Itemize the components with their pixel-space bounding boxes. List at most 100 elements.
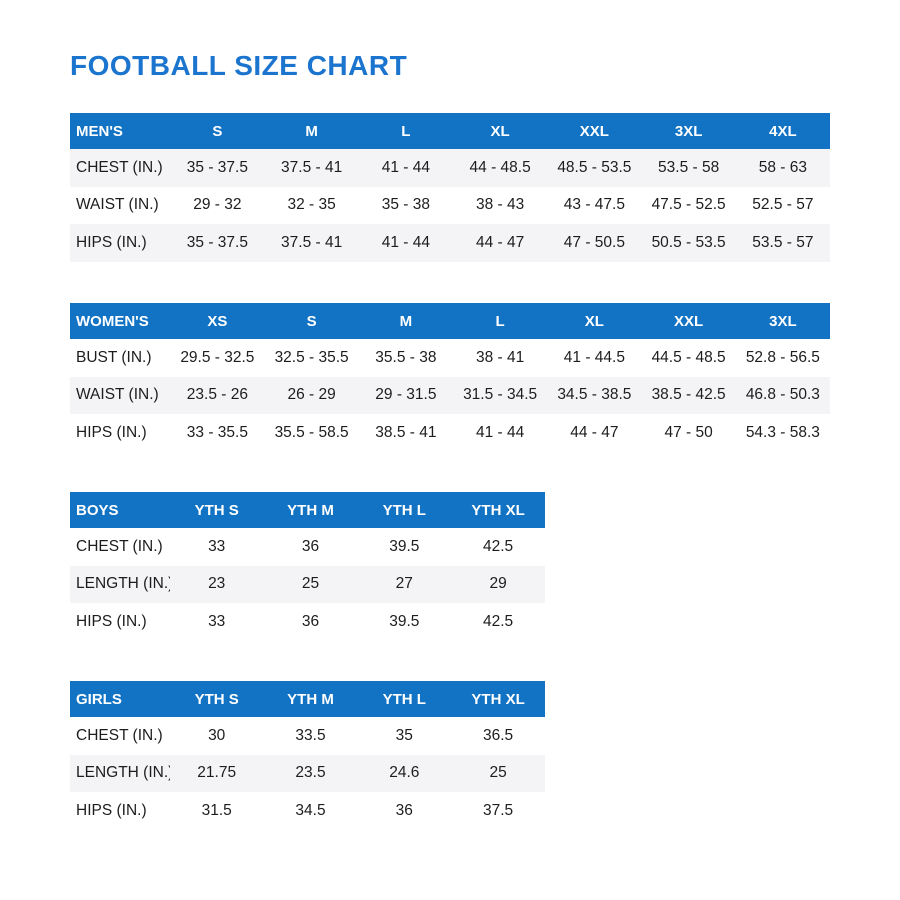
value-cell: 33 - 35.5 <box>186 423 248 441</box>
value-cell: 36.5 <box>483 726 514 744</box>
value-cell: 29 - 32 <box>193 196 242 214</box>
row-label-cell: LENGTH (IN.) <box>76 764 170 782</box>
table-row: HIPS (IN.) 31.5 34.5 36 37.5 <box>70 792 545 830</box>
row-label-cell: HIPS (IN.) <box>76 612 147 630</box>
table-row: BUST (IN.) 29.5 - 32.5 32.5 - 35.5 35.5 - 3… <box>70 339 830 377</box>
value-cell: 36 <box>301 612 320 630</box>
size-header-cell: 4XL <box>769 122 797 140</box>
value-cell: 35 - 37.5 <box>186 233 248 251</box>
value-cell: 47.5 - 52.5 <box>651 196 726 214</box>
value-cell: 32.5 - 35.5 <box>274 348 349 366</box>
value-cell: 41 - 44 <box>381 233 430 251</box>
value-cell: 37.5 <box>483 801 514 819</box>
value-cell: 23.5 <box>295 764 326 782</box>
value-cell: 54.3 - 58.3 <box>745 423 820 441</box>
value-cell: 34.5 <box>295 801 326 819</box>
table-title-cell: GIRLS <box>76 690 122 708</box>
size-header-cell: L <box>401 122 411 140</box>
value-cell: 32 - 35 <box>287 196 336 214</box>
row-label-cell: HIPS (IN.) <box>76 233 147 251</box>
value-cell: 38.5 - 42.5 <box>651 386 726 404</box>
value-cell: 38 - 43 <box>475 196 525 214</box>
table-row: CHEST (IN.) 33 36 39.5 42.5 <box>70 528 545 566</box>
row-label-cell: HIPS (IN.) <box>76 423 147 441</box>
value-cell: 35 - 37.5 <box>186 158 248 176</box>
value-cell: 43 - 47.5 <box>563 196 625 214</box>
value-cell: 58 - 63 <box>758 158 807 176</box>
value-cell: 47 - 50 <box>664 423 713 441</box>
value-cell: 37.5 - 41 <box>281 158 343 176</box>
size-header-cell: XXL <box>579 122 609 140</box>
value-cell: 42.5 <box>483 537 514 555</box>
size-header-cell: XXL <box>674 312 704 330</box>
row-label-cell: WAIST (IN.) <box>76 196 159 214</box>
size-header-cell: YTH S <box>194 501 239 519</box>
value-cell: 38.5 - 41 <box>375 423 437 441</box>
value-cell: 31.5 - 34.5 <box>463 386 538 404</box>
value-cell: 35 <box>395 726 413 744</box>
value-cell: 41 - 44 <box>475 423 525 441</box>
value-cell: 25 <box>301 575 320 593</box>
value-cell: 21.75 <box>197 764 237 782</box>
row-label-cell: WAIST (IN.) <box>76 386 159 404</box>
page-title: FOOTBALL SIZE CHART <box>70 50 408 81</box>
size-header-cell: YTH M <box>287 501 334 519</box>
value-cell: 23.5 - 26 <box>186 386 248 404</box>
value-cell: 47 - 50.5 <box>563 233 625 251</box>
value-cell: 38 - 41 <box>475 348 525 366</box>
table-title-cell: WOMEN'S <box>76 312 149 330</box>
size-table-girls: GIRLS YTH S YTH M YTH L YTH XL CHEST (IN.) 30 3… <box>70 681 545 830</box>
value-cell: 44 - 47 <box>475 233 525 251</box>
row-label-cell: CHEST (IN.) <box>76 537 163 555</box>
size-header-cell: 3XL <box>769 312 797 330</box>
table-row: LENGTH (IN.) 21.75 23.5 24.6 25 <box>70 754 545 792</box>
table-title-cell: BOYS <box>76 501 119 519</box>
value-cell: 31.5 <box>201 801 232 819</box>
value-cell: 30 <box>208 726 226 744</box>
row-label-cell: BUST (IN.) <box>76 348 152 366</box>
value-cell: 29 <box>489 575 507 593</box>
size-header-cell: YTH L <box>382 501 426 519</box>
value-cell: 37.5 - 41 <box>281 233 343 251</box>
value-cell: 44 - 48.5 <box>469 158 531 176</box>
table-header-row: WOMEN'S XS S M L XL XXL 3XL <box>70 303 830 339</box>
value-cell: 50.5 - 53.5 <box>651 233 726 251</box>
table-header-row: GIRLS YTH S YTH M YTH L YTH XL <box>70 681 545 717</box>
size-header-cell: L <box>495 312 505 330</box>
table-row: LENGTH (IN.) 23 25 27 29 <box>70 565 545 603</box>
value-cell: 39.5 <box>389 612 420 630</box>
value-cell: 48.5 - 53.5 <box>557 158 632 176</box>
size-header-cell: XS <box>207 312 228 330</box>
value-cell: 52.8 - 56.5 <box>745 348 820 366</box>
size-header-cell: S <box>212 122 223 140</box>
value-cell: 34.5 - 38.5 <box>557 386 632 404</box>
row-label-cell: LENGTH (IN.) <box>76 575 170 593</box>
row-label-cell: CHEST (IN.) <box>76 726 163 744</box>
value-cell: 24.6 <box>389 764 420 782</box>
size-header-cell: YTH XL <box>471 501 525 519</box>
value-cell: 35.5 - 58.5 <box>274 423 349 441</box>
value-cell: 53.5 - 57 <box>752 233 814 251</box>
table-row: HIPS (IN.) 33 - 35.5 35.5 - 58.5 38.5 - 41 4… <box>70 414 830 452</box>
size-header-cell: 3XL <box>674 122 703 140</box>
size-header-cell: XL <box>490 122 510 140</box>
size-header-cell: YTH XL <box>471 690 525 708</box>
value-cell: 29.5 - 32.5 <box>180 348 255 366</box>
value-cell: 23 <box>208 575 226 593</box>
size-header-cell: XL <box>584 312 604 330</box>
value-cell: 42.5 <box>483 612 514 630</box>
size-header-cell: YTH S <box>194 690 239 708</box>
value-cell: 46.8 - 50.3 <box>745 386 820 404</box>
row-label-cell: HIPS (IN.) <box>76 801 147 819</box>
size-header-cell: M <box>399 312 413 330</box>
size-table-womens: WOMEN'S XS S M L XL XXL 3XL BUST (IN.) 29.5 - 32.… <box>70 303 830 452</box>
size-header-cell: YTH M <box>287 690 334 708</box>
value-cell: 35 - 38 <box>381 196 430 214</box>
value-cell: 52.5 - 57 <box>752 196 814 214</box>
value-cell: 41 - 44 <box>381 158 430 176</box>
value-cell: 29 - 31.5 <box>375 386 437 404</box>
value-cell: 44.5 - 48.5 <box>651 348 726 366</box>
value-cell: 33 <box>208 612 226 630</box>
value-cell: 44 - 47 <box>570 423 619 441</box>
value-cell: 25 <box>489 764 507 782</box>
